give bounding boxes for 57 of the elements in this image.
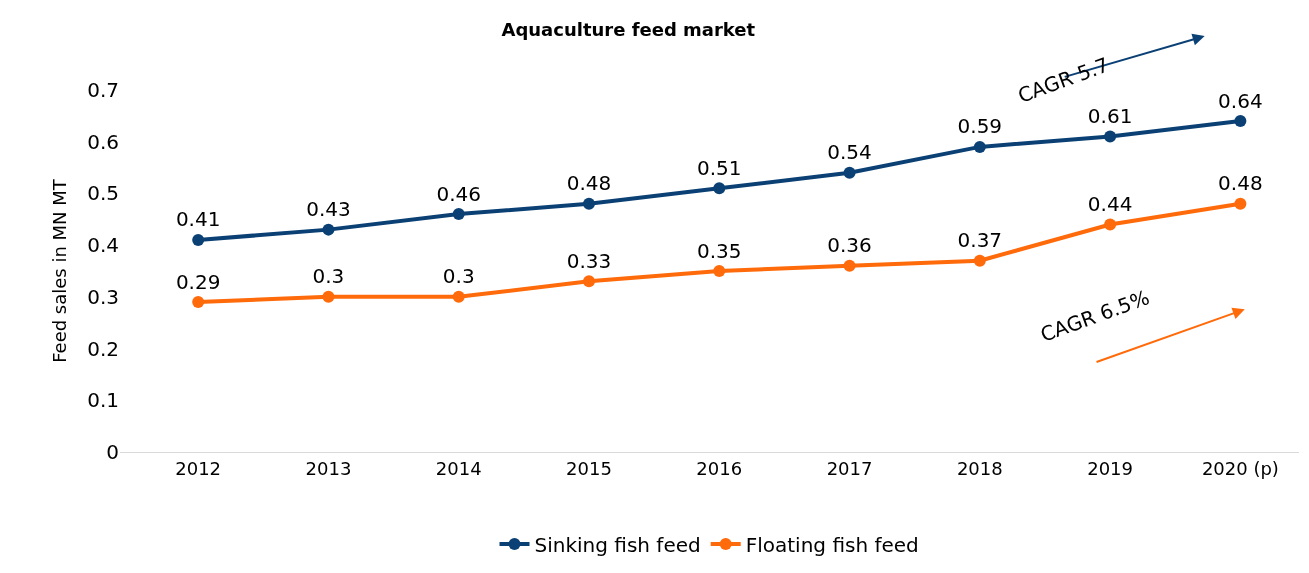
x-tick-label: 2014 xyxy=(435,457,482,479)
data-label: 0.41 xyxy=(175,207,221,232)
point xyxy=(973,254,986,267)
point xyxy=(452,208,465,221)
point xyxy=(973,140,986,153)
data-label: 0.51 xyxy=(697,155,742,180)
point xyxy=(583,275,595,288)
data-label: 0.3 xyxy=(312,264,345,289)
x-tick-label: 2018 xyxy=(956,457,1003,479)
x-tick-label: 2019 xyxy=(1087,457,1134,479)
data-label: 0.48 xyxy=(566,171,612,196)
point xyxy=(843,166,856,179)
y-tick-label: 0.2 xyxy=(87,336,119,361)
point xyxy=(713,265,726,277)
point xyxy=(1104,218,1117,231)
data-label: 0.48 xyxy=(1218,171,1263,196)
y-tick-label: 0.7 xyxy=(87,78,119,102)
data-label: 0.64 xyxy=(1218,88,1263,113)
point xyxy=(1104,130,1117,143)
data-label: 0.36 xyxy=(827,233,872,258)
data-label: 0.59 xyxy=(957,114,1003,139)
x-tick-label: 2017 xyxy=(826,457,873,479)
point xyxy=(192,233,205,246)
point xyxy=(1234,197,1247,210)
y-tick-label: 0.1 xyxy=(87,388,119,413)
x-tick-label: 2015 xyxy=(566,457,612,479)
data-label: 0.33 xyxy=(566,248,612,273)
data-label: 0.44 xyxy=(1087,191,1133,216)
y-tick-label: 0 xyxy=(106,440,119,464)
y-axis-title: Feed sales in MN MT xyxy=(49,178,71,363)
data-label: 0.54 xyxy=(827,140,872,165)
legend-label: Sinking fish feed xyxy=(534,532,701,557)
y-tick-label: 0.3 xyxy=(87,284,119,309)
data-label: 0.29 xyxy=(175,269,221,294)
point xyxy=(192,296,205,309)
chart-title: Aquaculture feed market xyxy=(501,18,756,40)
legend-label: Floating fish feed xyxy=(745,532,919,557)
data-label: 0.35 xyxy=(697,238,742,263)
y-tick-label: 0.4 xyxy=(87,233,119,258)
x-tick-label: 2016 xyxy=(696,457,743,479)
x-tick-label: 2020 (p) xyxy=(1201,457,1279,479)
point xyxy=(322,223,335,236)
data-label: 0.3 xyxy=(442,264,475,289)
y-tick-label: 0.5 xyxy=(87,181,119,206)
point xyxy=(452,290,465,303)
point xyxy=(583,197,595,210)
data-label: 0.37 xyxy=(957,228,1003,253)
point xyxy=(843,259,856,272)
point xyxy=(1234,115,1247,128)
x-tick-label: 2012 xyxy=(175,457,222,479)
data-label: 0.43 xyxy=(306,197,351,222)
point xyxy=(713,182,726,195)
y-tick-label: 0.6 xyxy=(87,129,119,154)
annotation: CAGR 6.5% xyxy=(1037,285,1153,347)
data-label: 0.46 xyxy=(436,181,481,206)
x-tick-label: 2013 xyxy=(305,457,352,479)
point xyxy=(322,290,335,303)
